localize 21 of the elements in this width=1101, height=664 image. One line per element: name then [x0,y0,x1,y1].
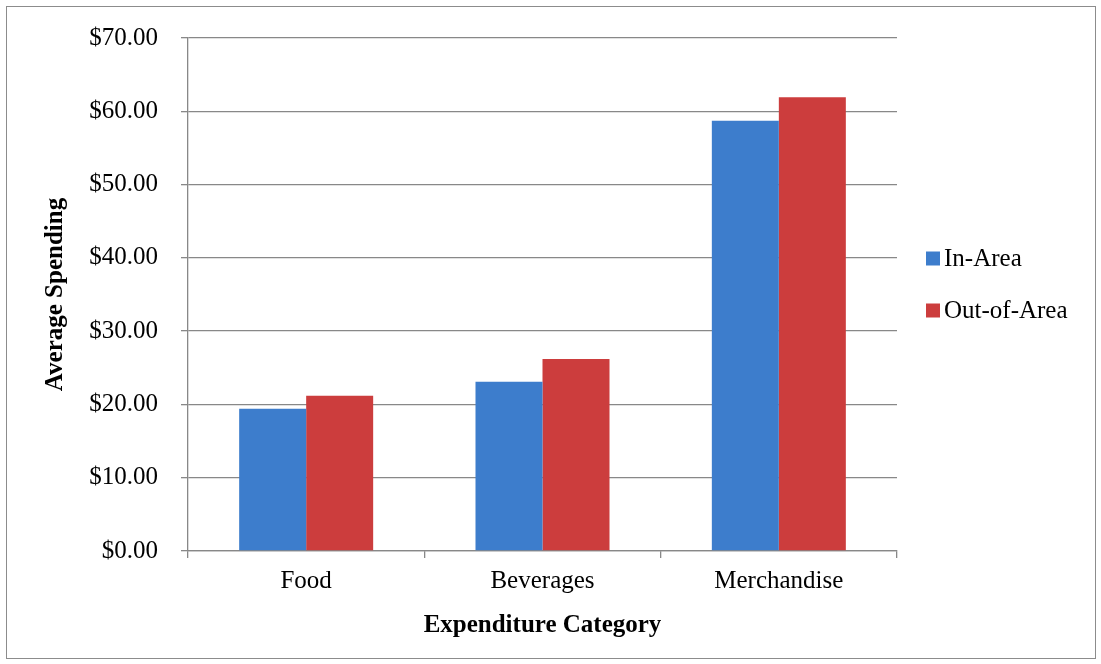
y-tick-label: $60.00 [89,95,158,123]
bar [239,408,307,551]
bar [542,358,610,551]
bar [711,120,779,551]
y-tick-label: $70.00 [89,22,158,50]
y-tick-label: $10.00 [89,462,158,490]
bar [778,97,846,551]
x-axis-title: Expenditure Category [423,610,662,638]
bar [306,395,374,551]
y-tick-label: $30.00 [89,315,158,343]
x-tick-label: Beverages [490,565,595,593]
y-tick-label: $40.00 [89,242,158,270]
x-tick-label: Merchandise [714,565,844,593]
y-tick-label: $20.00 [89,388,158,416]
y-axis-title: Average Spending [40,197,68,392]
legend-label: Out-of-Area [944,296,1068,324]
bar [475,381,543,551]
y-tick-label: $0.00 [101,535,158,563]
legend-label: In-Area [944,244,1022,272]
x-tick-label: Food [280,565,333,593]
y-tick-label: $50.00 [89,169,158,197]
